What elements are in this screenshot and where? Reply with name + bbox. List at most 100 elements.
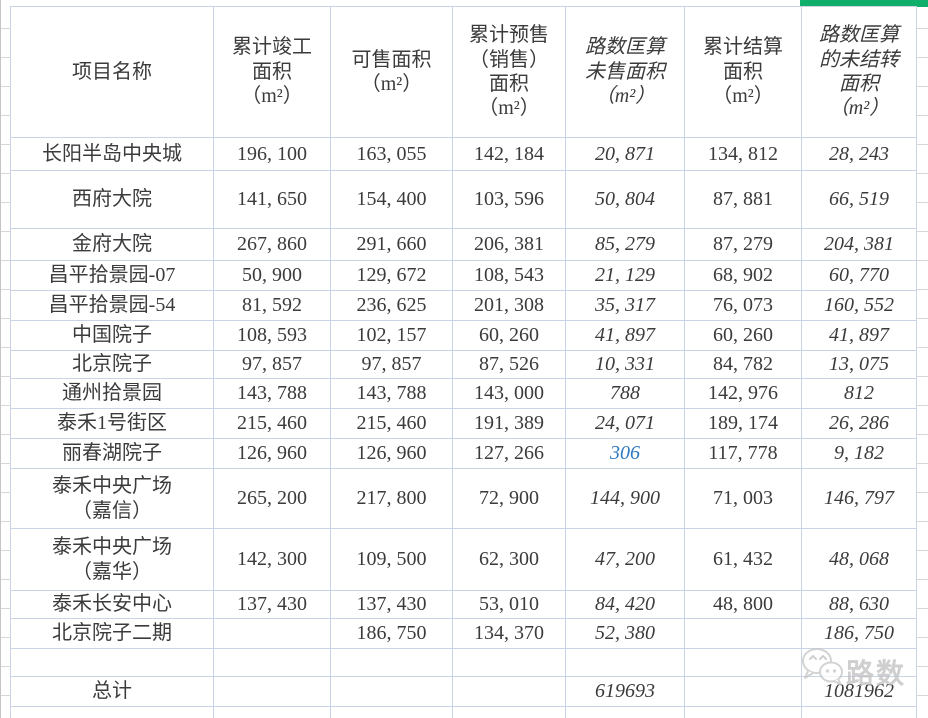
value-cell[interactable]: 87, 526 [452,350,566,379]
value-cell[interactable] [452,706,566,718]
value-cell[interactable]: 267, 860 [213,228,331,261]
value-cell[interactable]: 97, 857 [330,350,453,379]
column-header[interactable]: 项目名称 [10,6,214,138]
project-name-cell[interactable] [10,648,214,677]
project-name-cell[interactable]: 昌平拾景园-54 [10,290,214,321]
value-cell[interactable]: 60, 260 [452,320,566,351]
value-cell[interactable]: 20, 871 [565,137,685,171]
project-name-cell[interactable]: 泰禾中央广场 （嘉华） [10,528,214,591]
value-cell[interactable]: 160, 552 [801,290,917,321]
value-cell[interactable]: 215, 460 [213,408,331,439]
value-cell[interactable] [565,706,685,718]
value-cell[interactable]: 127, 266 [452,438,566,469]
value-cell[interactable]: 81, 592 [213,290,331,321]
value-cell[interactable]: 206, 381 [452,228,566,261]
value-cell[interactable]: 191, 389 [452,408,566,439]
project-name-cell[interactable]: 长阳半岛中央城 [10,137,214,171]
value-cell[interactable]: 189, 174 [684,408,802,439]
value-cell[interactable]: 47, 200 [565,528,685,591]
value-cell[interactable]: 41, 897 [565,320,685,351]
value-cell[interactable]: 84, 420 [565,590,685,619]
value-cell[interactable]: 788 [565,378,685,409]
value-cell[interactable]: 71, 003 [684,468,802,529]
value-cell[interactable]: 52, 380 [565,618,685,649]
value-cell[interactable] [565,648,685,677]
value-cell[interactable] [801,706,917,718]
value-cell[interactable] [213,618,331,649]
value-cell[interactable]: 146, 797 [801,468,917,529]
value-cell[interactable]: 87, 881 [684,170,802,229]
value-cell[interactable]: 619693 [565,676,685,707]
value-cell[interactable]: 108, 593 [213,320,331,351]
value-cell[interactable]: 24, 071 [565,408,685,439]
value-cell[interactable]: 129, 672 [330,260,453,291]
value-cell[interactable]: 126, 960 [213,438,331,469]
project-name-cell[interactable]: 北京院子 [10,350,214,379]
value-cell[interactable]: 60, 260 [684,320,802,351]
value-cell[interactable]: 9, 182 [801,438,917,469]
value-cell[interactable]: 217, 800 [330,468,453,529]
value-cell[interactable] [213,676,331,707]
project-name-cell[interactable]: 泰禾长安中心 [10,590,214,619]
value-cell[interactable] [330,706,453,718]
project-name-cell[interactable]: 昌平拾景园-07 [10,260,214,291]
value-cell[interactable] [330,676,453,707]
value-cell[interactable]: 88, 630 [801,590,917,619]
value-cell[interactable]: 126, 960 [330,438,453,469]
value-cell[interactable]: 134, 370 [452,618,566,649]
value-cell[interactable]: 134, 812 [684,137,802,171]
value-cell[interactable]: 204, 381 [801,228,917,261]
value-cell[interactable]: 76, 073 [684,290,802,321]
value-cell[interactable]: 143, 788 [330,378,453,409]
project-name-cell[interactable]: 西府大院 [10,170,214,229]
value-cell[interactable]: 201, 308 [452,290,566,321]
project-name-cell[interactable]: 丽春湖院子 [10,438,214,469]
value-cell[interactable]: 186, 750 [801,618,917,649]
value-cell[interactable]: 68, 902 [684,260,802,291]
value-cell[interactable]: 41, 897 [801,320,917,351]
value-cell[interactable]: 26, 286 [801,408,917,439]
value-cell[interactable] [452,648,566,677]
value-cell[interactable]: 28, 243 [801,137,917,171]
value-cell[interactable]: 812 [801,378,917,409]
value-cell[interactable]: 53, 010 [452,590,566,619]
value-cell[interactable]: 143, 788 [213,378,331,409]
value-cell[interactable]: 60, 770 [801,260,917,291]
column-header[interactable]: 累计结算 面积 （m²） [684,6,802,138]
value-cell[interactable]: 117, 778 [684,438,802,469]
column-header[interactable]: 可售面积 （m²） [330,6,453,138]
value-cell[interactable]: 85, 279 [565,228,685,261]
column-header[interactable]: 累计预售 （销售） 面积 （m²） [452,6,566,138]
value-cell[interactable] [330,648,453,677]
project-name-cell[interactable]: 泰禾1号街区 [10,408,214,439]
value-cell[interactable] [213,648,331,677]
value-cell[interactable]: 50, 900 [213,260,331,291]
value-cell[interactable]: 144, 900 [565,468,685,529]
column-header[interactable]: 路数匡算 的未结转 面积 （m²） [801,6,917,138]
project-name-cell[interactable]: 泰禾中央广场 （嘉信） [10,468,214,529]
value-cell[interactable]: 103, 596 [452,170,566,229]
value-cell[interactable]: 72, 900 [452,468,566,529]
value-cell[interactable]: 163, 055 [330,137,453,171]
value-cell[interactable]: 265, 200 [213,468,331,529]
value-cell[interactable] [684,706,802,718]
value-cell[interactable]: 142, 976 [684,378,802,409]
value-cell[interactable]: 196, 100 [213,137,331,171]
value-cell[interactable] [801,648,917,677]
value-cell[interactable]: 87, 279 [684,228,802,261]
value-cell[interactable]: 306 [565,438,685,469]
value-cell[interactable]: 109, 500 [330,528,453,591]
value-cell[interactable]: 108, 543 [452,260,566,291]
value-cell[interactable]: 154, 400 [330,170,453,229]
value-cell[interactable] [684,618,802,649]
value-cell[interactable]: 143, 000 [452,378,566,409]
value-cell[interactable]: 48, 068 [801,528,917,591]
value-cell[interactable]: 21, 129 [565,260,685,291]
value-cell[interactable]: 50, 804 [565,170,685,229]
value-cell[interactable]: 97, 857 [213,350,331,379]
value-cell[interactable] [684,676,802,707]
value-cell[interactable]: 137, 430 [330,590,453,619]
project-name-cell[interactable]: 金府大院 [10,228,214,261]
value-cell[interactable]: 48, 800 [684,590,802,619]
value-cell[interactable]: 61, 432 [684,528,802,591]
